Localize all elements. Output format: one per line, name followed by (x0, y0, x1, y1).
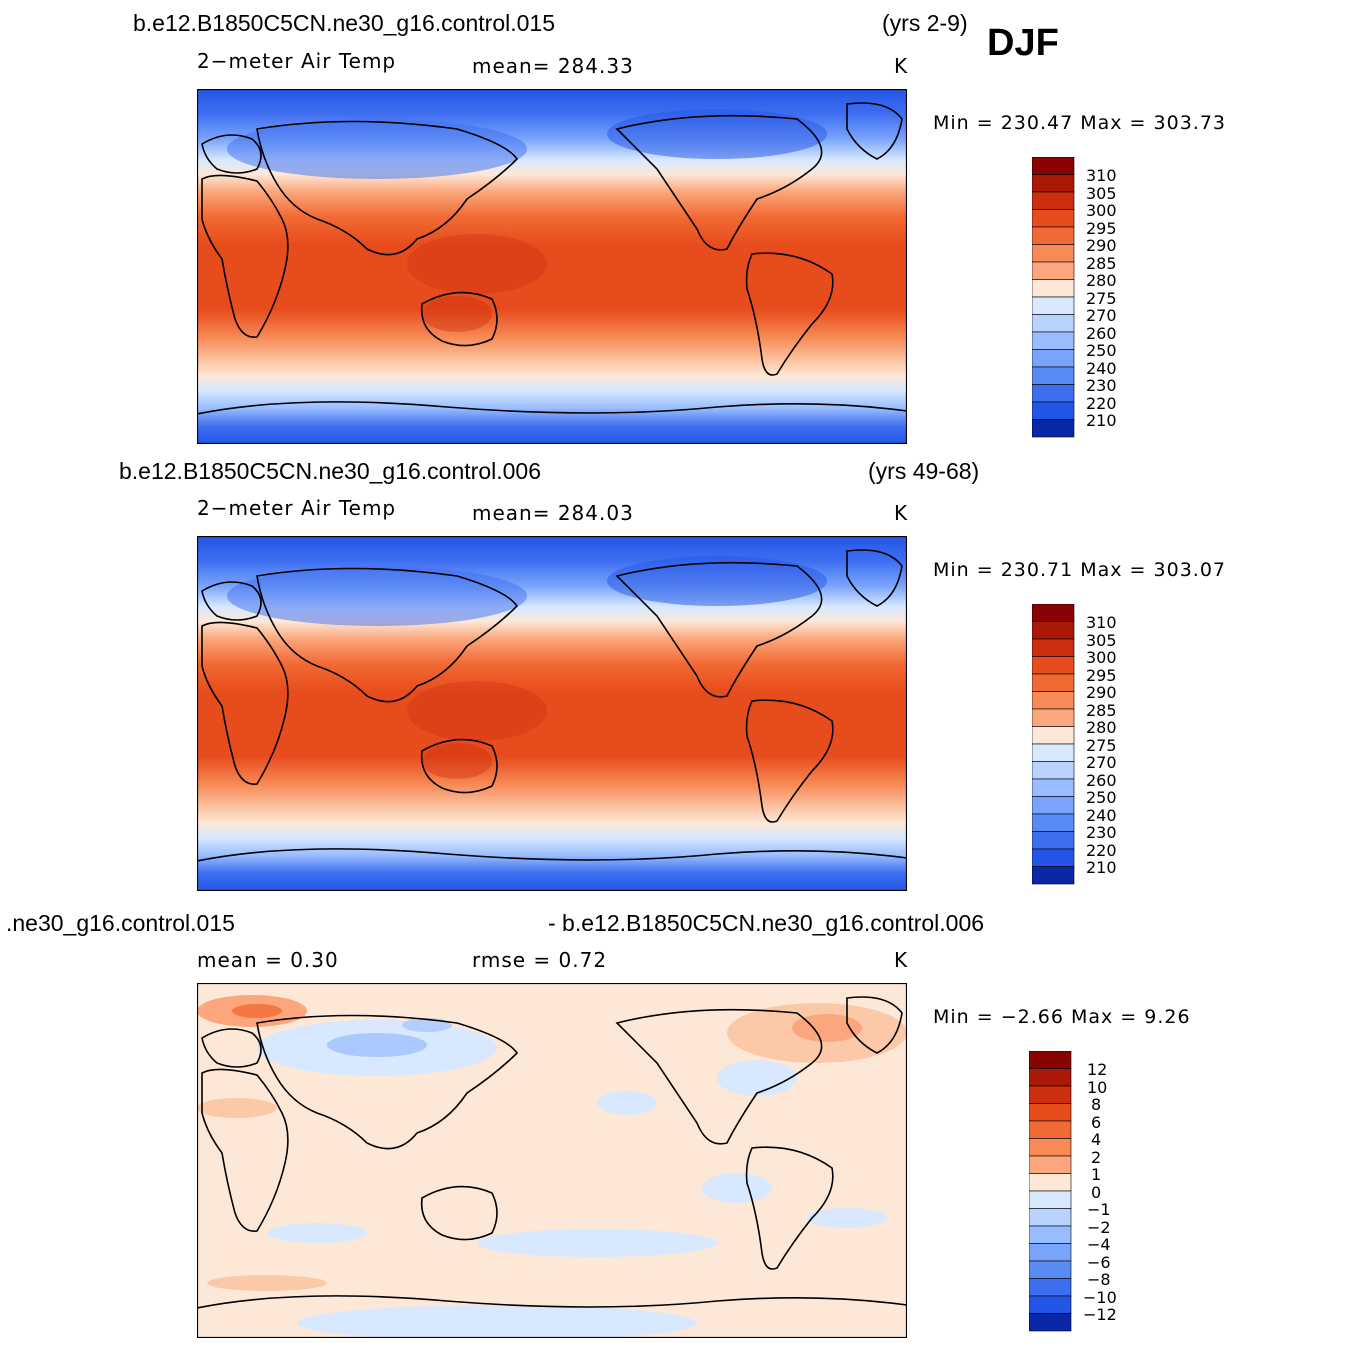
panel3-cbar-label: −2 (1087, 1218, 1111, 1237)
panel1-cbar-label: 295 (1086, 219, 1117, 238)
panel2-cbar-label: 290 (1086, 683, 1117, 702)
panel1-cbar-label: 210 (1086, 411, 1117, 430)
panel3-cbar-label: 12 (1087, 1060, 1108, 1079)
season-label: DJF (987, 22, 1059, 64)
panel2-mean: mean= 284.03 (472, 501, 634, 525)
panel1-case-title: b.e12.B1850C5CN.ne30_g16.control.015 (133, 10, 555, 36)
panel2-cbar-label: 210 (1086, 858, 1117, 877)
panel3-cbar-label: −6 (1087, 1253, 1111, 1272)
panel3-cbar-label: 2 (1091, 1148, 1102, 1167)
panel3-cbar-label: 0 (1091, 1183, 1102, 1202)
panel3-cbar-label: −8 (1087, 1270, 1111, 1289)
panel1-mean: mean= 284.33 (472, 54, 634, 78)
panel1-years: (yrs 2-9) (882, 10, 968, 36)
panel1-cbar-label: 230 (1086, 376, 1117, 395)
panel2-cbar-label: 280 (1086, 718, 1117, 737)
panel1-cbar-label: 305 (1086, 184, 1117, 203)
panel2-minmax: Min = 230.71 Max = 303.07 (933, 559, 1226, 581)
panel1-cbar-label: 290 (1086, 236, 1117, 255)
panel1-variable: 2−meter Air Temp (197, 49, 397, 73)
panel3-case-title: .ne30_g16.control.015 (6, 910, 235, 936)
panel2-cbar-label: 305 (1086, 631, 1117, 650)
panel3-cbar-label: −12 (1083, 1305, 1117, 1324)
panel1-cbar-label: 285 (1086, 254, 1117, 273)
panel1-cbar-label: 275 (1086, 289, 1117, 308)
panel1-cbar-label: 270 (1086, 306, 1117, 325)
panel2-cbar-label: 310 (1086, 613, 1117, 632)
panel2-units: K (894, 501, 909, 525)
panel3-minus-case: - b.e12.B1850C5CN.ne30_g16.control.006 (548, 910, 985, 936)
panel2-cbar-label: 295 (1086, 666, 1117, 685)
panel1-minmax: Min = 230.47 Max = 303.73 (933, 112, 1226, 134)
panel3-mean: mean = 0.30 (197, 948, 339, 972)
panel2-colorbar: 310 305 300 295 290 285 280 275 270 260 … (1031, 603, 1117, 890)
panel3-cbar-label: 4 (1091, 1130, 1102, 1149)
panel3-cbar-label: −4 (1087, 1235, 1111, 1254)
panel2-cbar-label: 250 (1086, 788, 1117, 807)
panel1-cbar-label: 220 (1086, 394, 1117, 413)
panel2-years: (yrs 49-68) (868, 458, 980, 484)
panel2-cbar-label: 230 (1086, 823, 1117, 842)
panel1-cbar-label: 240 (1086, 359, 1117, 378)
panel3-cbar-label: 1 (1091, 1165, 1102, 1184)
panel2-cbar-label: 275 (1086, 736, 1117, 755)
panel3-map (197, 983, 907, 1338)
panel3-cbar-label: −10 (1083, 1288, 1117, 1307)
panel2-cbar-label: 285 (1086, 701, 1117, 720)
panel1-cbar-label: 280 (1086, 271, 1117, 290)
panel3-cbar-label: 6 (1091, 1113, 1102, 1132)
panel2-cbar-label: 220 (1086, 841, 1117, 860)
panel3-colorbar: 12 10 8 6 4 2 1 0 −1 −2 −4 −6 −8 −10 −12 (1028, 1050, 1117, 1337)
panel1-colorbar: 310 305 300 295 290 285 280 275 270 260 … (1031, 156, 1117, 443)
panel3-cbar-label: 8 (1091, 1095, 1102, 1114)
panel1-cbar-label: 250 (1086, 341, 1117, 360)
panel1-units: K (894, 54, 909, 78)
panel2-cbar-label: 270 (1086, 753, 1117, 772)
panel3-minmax: Min = −2.66 Max = 9.26 (933, 1006, 1191, 1028)
panel2-cbar-label: 260 (1086, 771, 1117, 790)
panel3-units: K (894, 948, 909, 972)
panel2-cbar-label: 300 (1086, 648, 1117, 667)
panel3-rmse: rmse = 0.72 (472, 948, 608, 972)
panel1-cbar-label: 260 (1086, 324, 1117, 343)
panel2-cbar-label: 240 (1086, 806, 1117, 825)
panel3-cbar-label: −1 (1087, 1200, 1111, 1219)
panel3-cbar-label: 10 (1087, 1078, 1108, 1097)
panel1-cbar-label: 310 (1086, 166, 1117, 185)
panel2-case-title: b.e12.B1850C5CN.ne30_g16.control.006 (119, 458, 541, 484)
panel2-variable: 2−meter Air Temp (197, 496, 397, 520)
panel1-cbar-label: 300 (1086, 201, 1117, 220)
panel2-map (197, 536, 907, 891)
panel1-map (197, 89, 907, 444)
